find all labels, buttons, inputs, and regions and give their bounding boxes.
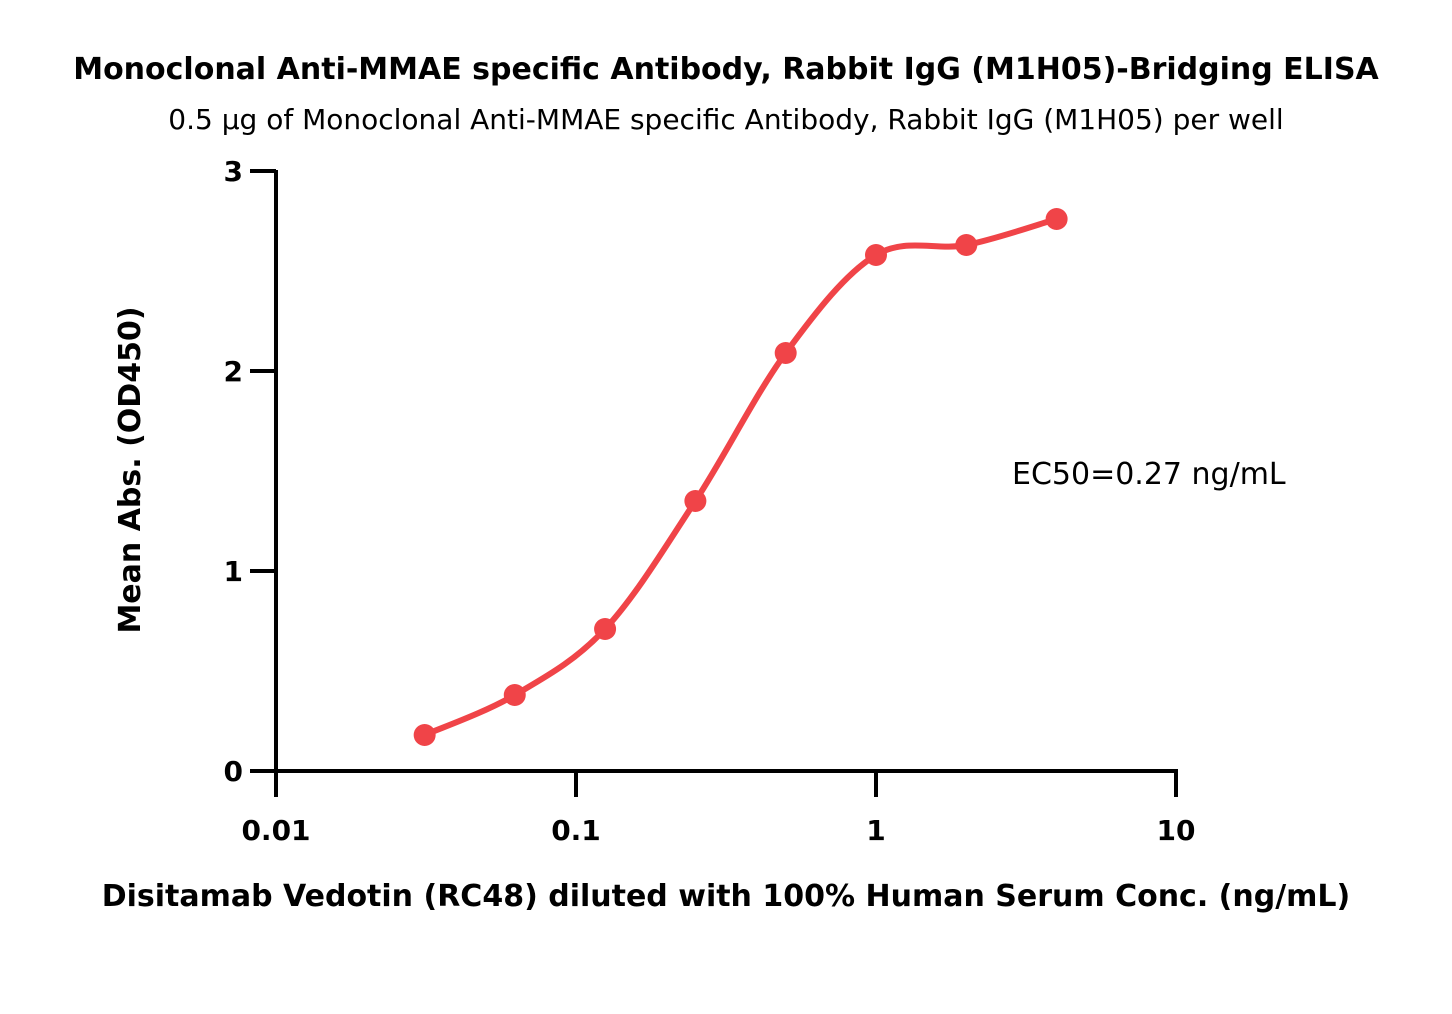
data-point xyxy=(594,618,617,640)
ec50-annotation: EC50=0.27 ng/mL xyxy=(1012,457,1286,492)
x-ticks: 0.01 0.1 1 10 xyxy=(241,771,1195,847)
plot-area xyxy=(413,208,1068,746)
x-tick-label: 1 xyxy=(866,814,885,847)
y-tick-label: 3 xyxy=(224,155,243,188)
x-tick-label: 10 xyxy=(1157,814,1196,847)
data-point xyxy=(1045,208,1068,230)
fit-curve xyxy=(421,216,1060,738)
y-ticks: 0 1 2 3 xyxy=(224,155,276,788)
data-point xyxy=(503,684,526,706)
chart-subtitle: 0.5 µg of Monoclonal Anti-MMAE specific … xyxy=(168,103,1283,136)
x-tick-label: 0.01 xyxy=(241,814,310,847)
y-tick-label: 2 xyxy=(224,355,243,388)
chart-title: Monoclonal Anti-MMAE specific Antibody, … xyxy=(73,52,1379,87)
axes xyxy=(274,170,1178,773)
y-axis-label: Mean Abs. (OD450) xyxy=(113,306,148,633)
x-axis-label: Disitamab Vedotin (RC48) diluted with 10… xyxy=(102,879,1351,914)
data-point xyxy=(774,342,797,364)
data-point xyxy=(684,490,707,512)
x-tick-label: 0.1 xyxy=(551,814,601,847)
data-point xyxy=(955,234,978,256)
y-tick-label: 0 xyxy=(224,755,243,788)
data-point xyxy=(865,244,887,266)
data-point xyxy=(413,724,436,746)
y-tick-label: 1 xyxy=(224,555,243,588)
